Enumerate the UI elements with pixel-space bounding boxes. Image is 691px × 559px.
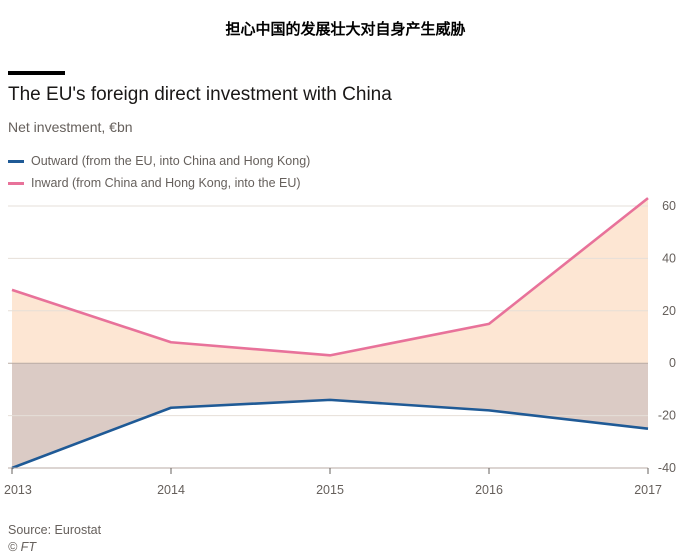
legend-item-outward: Outward (from the EU, into China and Hon… [8,150,310,172]
x-tick-label-2013: 2013 [4,483,32,497]
source-note: Source: Eurostat [8,523,102,537]
y-tick-label--20: -20 [658,409,676,423]
chart-subtitle: Net investment, €bn [8,119,133,135]
area-fill-inward [12,198,648,364]
x-tick-label-2014: 2014 [157,483,185,497]
legend-label-inward: Inward (from China and Hong Kong, into t… [31,176,301,190]
legend: Outward (from the EU, into China and Hon… [8,150,310,194]
legend-swatch-outward [8,159,24,163]
area-fill-outward [12,363,648,468]
x-tick-label-2015: 2015 [316,483,344,497]
legend-swatch-inward [8,181,24,185]
chart-title: The EU's foreign direct investment with … [8,84,392,105]
series-line-outward [11,398,649,470]
y-tick-label--40: -40 [658,461,676,475]
x-tick-label-2016: 2016 [475,483,503,497]
line-chart: 60 40 20 0 -20 -40 2013 2014 2015 2016 2017 [4,197,676,497]
accent-bar [8,71,65,75]
banner-title: 担心中国的发展壮大对自身产生威胁 [225,20,466,38]
y-tick-label-60: 60 [662,199,676,213]
y-axis-ticks: 60 40 20 0 -20 -40 [658,199,676,475]
series-line-inward [11,197,649,357]
area-fills [12,198,648,468]
x-tick-label-2017: 2017 [634,483,662,497]
y-tick-label-40: 40 [662,251,676,265]
copyright: © FT [8,540,36,554]
legend-label-outward: Outward (from the EU, into China and Hon… [31,154,311,168]
y-tick-label-0: 0 [669,356,676,370]
y-tick-label-20: 20 [662,304,676,318]
x-axis-ticks: 2013 2014 2015 2016 2017 [4,467,662,497]
series-lines [11,197,649,470]
legend-item-inward: Inward (from China and Hong Kong, into t… [8,172,310,194]
